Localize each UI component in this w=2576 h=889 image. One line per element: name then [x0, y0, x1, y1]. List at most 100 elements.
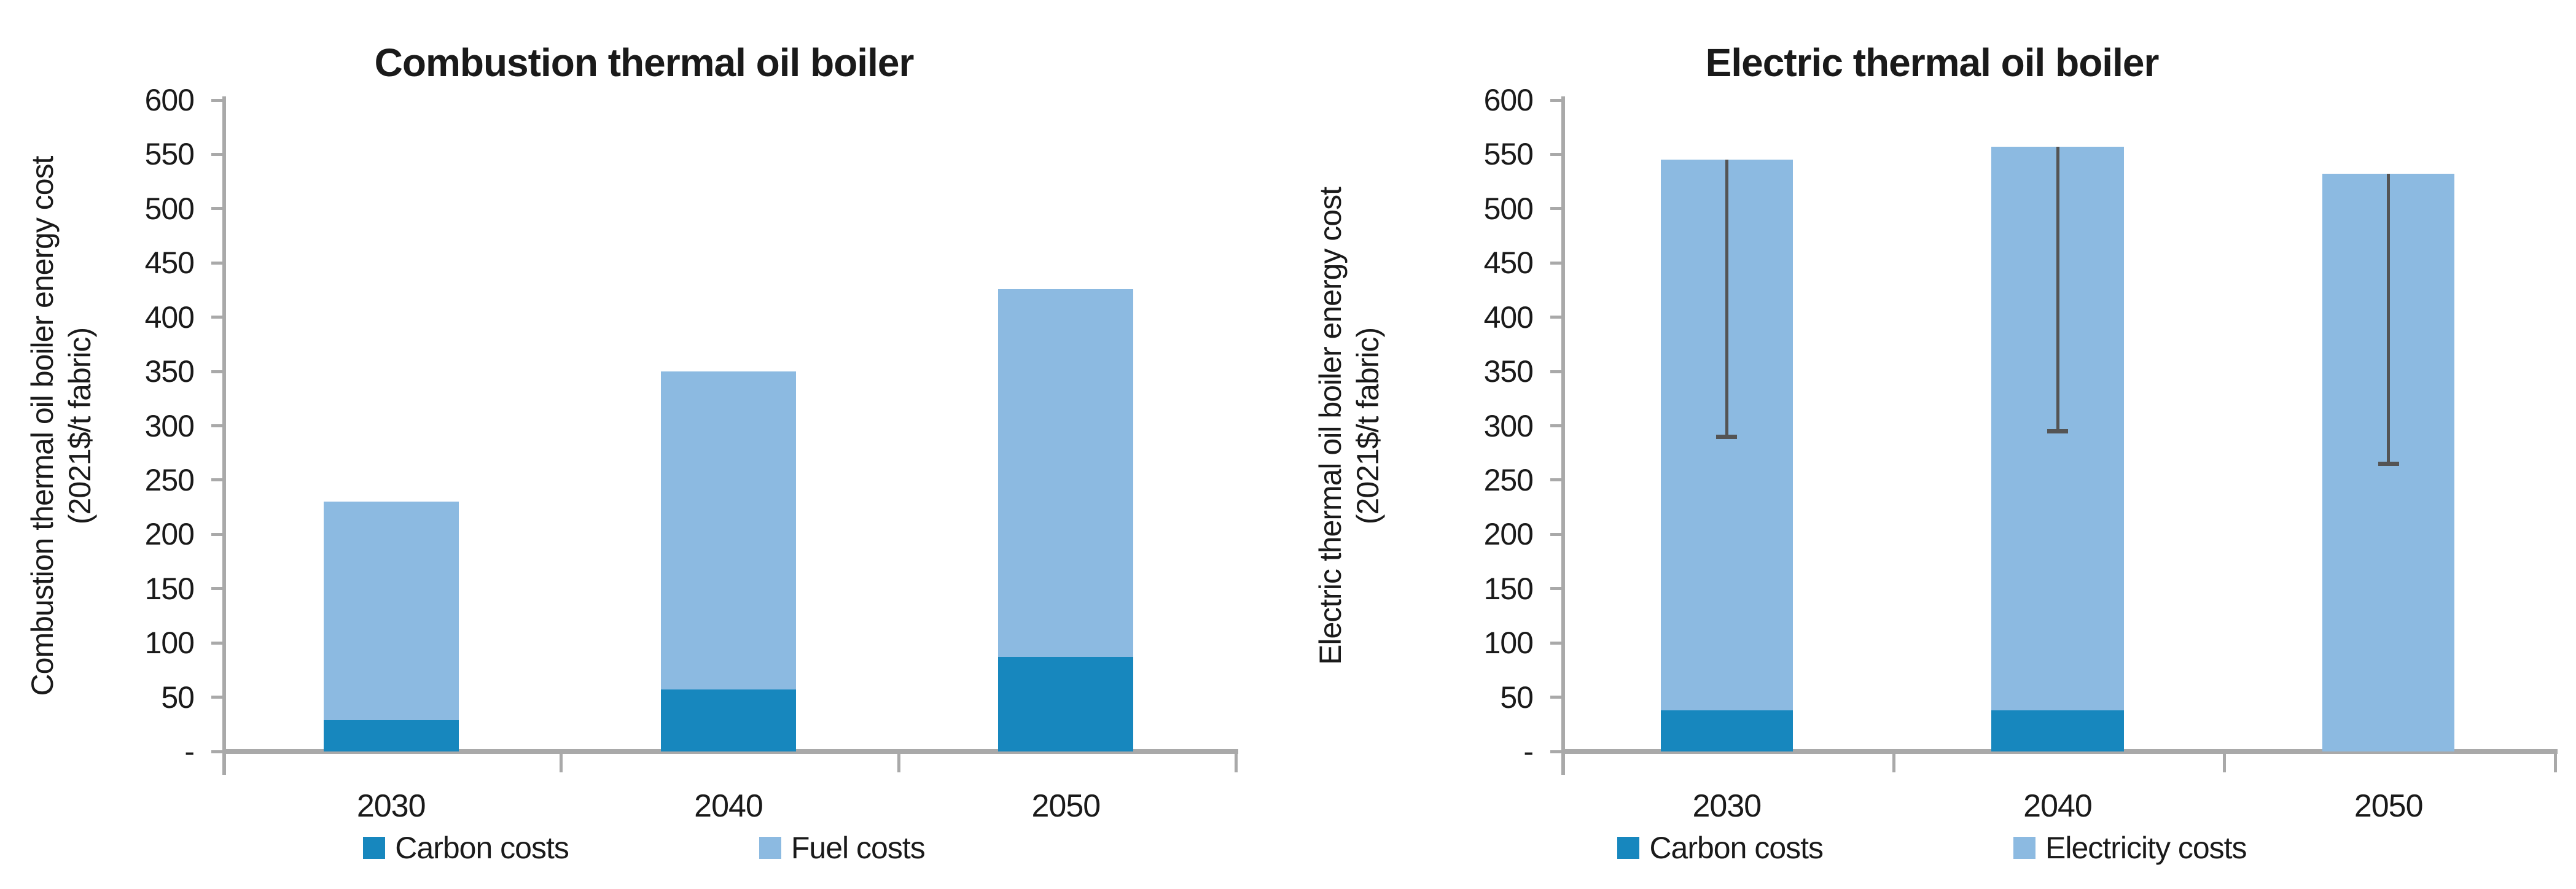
- y-tick-label: 200: [144, 517, 195, 552]
- legend-swatch: [363, 837, 386, 859]
- y-tick-label: 400: [1483, 300, 1534, 335]
- chart-combustion-thermal-oil-boiler: Combustion thermal oil boiler Combustion…: [0, 41, 1288, 866]
- y-tick-label: 300: [144, 408, 195, 443]
- error-bar-cap-2050: [2378, 461, 2399, 466]
- y-tick-label: 550: [1483, 137, 1534, 172]
- y-tick-mark: [1550, 478, 1561, 482]
- bar-segment-carbon-costs-2040: [661, 689, 796, 751]
- bar-segment-carbon-costs-2050: [998, 657, 1134, 751]
- y-tick-mark: [211, 370, 222, 373]
- y-axis-line: [222, 96, 226, 775]
- x-category-label-2030: 2030: [1692, 788, 1762, 824]
- legend-label: Electricity costs: [2045, 831, 2247, 865]
- bar-segment-fuel-costs-2050: [998, 289, 1134, 658]
- x-category-label-2040: 2040: [2023, 788, 2093, 824]
- y-tick-mark: [211, 316, 222, 319]
- y-tick-label: 100: [144, 626, 195, 661]
- x-boundary-tick: [2223, 754, 2227, 772]
- legend: Carbon costs Fuel costs: [0, 830, 1288, 866]
- y-tick-label: -: [184, 734, 195, 769]
- legend-label: Carbon costs: [1649, 831, 1824, 865]
- chart-title: Electric thermal oil boiler: [1705, 41, 2160, 85]
- y-tick-label: 50: [1500, 680, 1534, 715]
- x-category-label-2040: 2040: [694, 788, 763, 824]
- legend-swatch: [1617, 837, 1640, 859]
- y-tick-label: 450: [1483, 246, 1534, 281]
- y-tick-mark: [1550, 152, 1561, 156]
- x-boundary-tick: [1892, 754, 1895, 772]
- x-boundary-tick: [1235, 754, 1238, 772]
- x-boundary-tick: [897, 754, 900, 772]
- y-tick-mark: [211, 696, 222, 699]
- plot-area: 600 550 500 450 400 350 300 250 200 150 100 50 - 2030…: [1288, 0, 2576, 889]
- y-tick-mark: [1550, 696, 1561, 699]
- y-tick-mark: [1550, 261, 1561, 265]
- error-bar-line-2030: [1725, 160, 1728, 437]
- y-tick-mark: [211, 207, 222, 211]
- x-boundary-tick: [560, 754, 563, 772]
- y-tick-label: 350: [144, 354, 195, 389]
- y-tick-label: 450: [144, 246, 195, 281]
- bar-segment-carbon-costs-2040: [1991, 710, 2124, 751]
- y-tick-label: -: [1523, 734, 1534, 769]
- chart-electric-thermal-oil-boiler: Electric thermal oil boiler Electric the…: [1288, 0, 2576, 889]
- y-tick-mark: [211, 750, 222, 753]
- y-tick-mark: [211, 261, 222, 265]
- y-tick-label: 50: [161, 680, 195, 715]
- y-tick-label: 600: [1483, 83, 1534, 117]
- y-tick-mark: [1550, 98, 1561, 102]
- y-tick-label: 250: [1483, 462, 1534, 497]
- bar-segment-carbon-costs-2030: [323, 720, 459, 751]
- y-tick-label: 150: [1483, 571, 1534, 606]
- y-tick-label: 350: [1483, 354, 1534, 389]
- legend-label: Carbon costs: [395, 831, 569, 865]
- y-axis-line: [1561, 96, 1565, 775]
- y-tick-mark: [211, 98, 222, 102]
- y-tick-mark: [1550, 207, 1561, 211]
- y-tick-label: 300: [1483, 408, 1534, 443]
- y-tick-label: 200: [1483, 517, 1534, 552]
- plot-area: 600 550 500 450 400 350 300 250 200 150 100 50 - 2030…: [0, 83, 1288, 866]
- y-tick-mark: [211, 478, 222, 482]
- y-tick-label: 500: [1483, 191, 1534, 226]
- y-tick-label: 500: [144, 191, 195, 226]
- x-category-label-2030: 2030: [356, 788, 426, 824]
- bar-segment-fuel-costs-2040: [661, 371, 796, 690]
- x-axis-line: [1561, 749, 2558, 754]
- y-tick-mark: [211, 532, 222, 536]
- y-tick-mark: [1550, 532, 1561, 536]
- bar-segment-carbon-costs-2030: [1660, 710, 1793, 751]
- bar-segment-fuel-costs-2030: [323, 502, 459, 720]
- y-tick-mark: [1550, 641, 1561, 645]
- y-tick-mark: [211, 587, 222, 591]
- error-bar-line-2040: [2056, 147, 2059, 432]
- legend-swatch: [2013, 837, 2036, 859]
- legend-item-electricity-costs: Electricity costs: [2013, 830, 2247, 866]
- y-tick-label: 400: [144, 300, 195, 335]
- legend-item-carbon-costs: Carbon costs: [1617, 830, 1824, 866]
- x-boundary-tick: [1561, 754, 1564, 772]
- legend: Carbon costs Electricity costs: [1288, 830, 2576, 866]
- y-tick-mark: [1550, 424, 1561, 427]
- y-tick-label: 600: [144, 83, 195, 117]
- legend-item-carbon-costs: Carbon costs: [363, 830, 569, 866]
- y-tick-mark: [211, 152, 222, 156]
- x-axis-line: [222, 749, 1238, 754]
- legend-label: Fuel costs: [790, 831, 926, 865]
- y-tick-mark: [211, 641, 222, 645]
- x-boundary-tick: [2554, 754, 2557, 772]
- y-tick-label: 550: [144, 137, 195, 172]
- error-bar-cap-2030: [1716, 434, 1738, 439]
- x-category-label-2050: 2050: [1031, 788, 1101, 824]
- x-category-label-2050: 2050: [2354, 788, 2424, 824]
- y-tick-label: 150: [144, 571, 195, 606]
- error-bar-line-2050: [2387, 174, 2391, 464]
- y-tick-mark: [211, 424, 222, 427]
- error-bar-cap-2040: [2047, 429, 2068, 433]
- legend-item-fuel-costs: Fuel costs: [759, 830, 926, 866]
- y-tick-label: 250: [144, 462, 195, 497]
- y-tick-mark: [1550, 370, 1561, 373]
- y-tick-label: 100: [1483, 626, 1534, 661]
- chart-title: Combustion thermal oil boiler: [374, 41, 915, 85]
